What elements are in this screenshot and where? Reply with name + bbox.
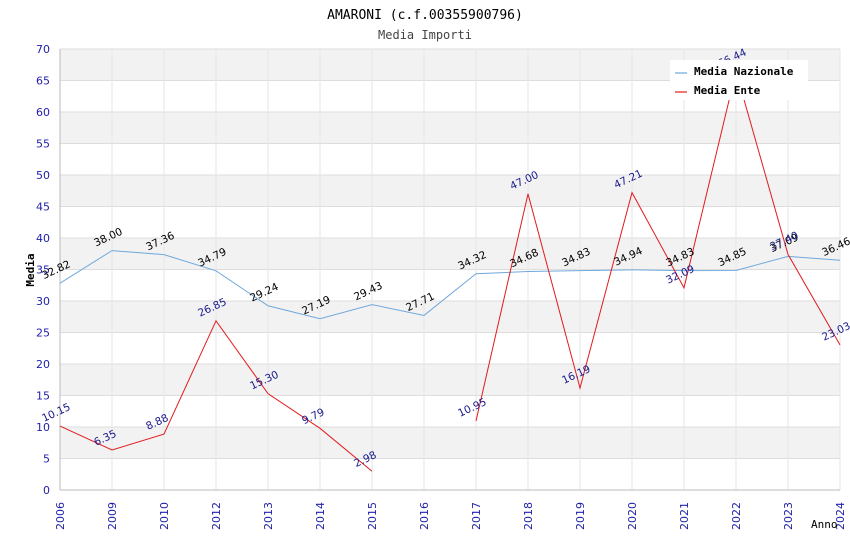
series-line-media-ente: [59, 319, 373, 472]
x-tick-label: 2014: [314, 502, 327, 530]
x-tick-label: 2016: [418, 502, 431, 530]
x-tick-label: 2022: [730, 502, 743, 530]
x-tick-label: 2012: [210, 502, 223, 530]
y-axis-ticks: 0 5 10 15 20 25 30 35 40 45 50 55 60 65 70: [36, 43, 50, 497]
x-tick-label: 2010: [158, 502, 171, 530]
x-tick-label: 2023: [782, 502, 795, 530]
chart-title: AMARONI (c.f.00355900796): [327, 8, 523, 23]
x-tick-label: 2024: [834, 502, 847, 530]
x-tick-label: 2020: [626, 502, 639, 530]
legend-label-media-ente: Media Ente: [694, 84, 761, 97]
legend-label-media-nazionale: Media Nazionale: [694, 65, 794, 78]
chart-subtitle: Media Importi: [378, 28, 472, 42]
grid-band: [60, 143, 840, 175]
grid-band: [60, 364, 840, 396]
grid-bands: [60, 49, 840, 490]
grid-band: [60, 301, 840, 333]
grid-band: [60, 332, 840, 364]
x-tick-label: 2021: [678, 502, 691, 530]
y-tick-label: 25: [36, 327, 50, 340]
y-tick-label: 0: [43, 484, 50, 497]
y-tick-label: 15: [36, 390, 50, 403]
grid-band: [60, 175, 840, 207]
y-tick-label: 45: [36, 201, 50, 214]
grid-band: [60, 238, 840, 270]
x-axis-ticks: 2006 2009 2010 2012 2013 2014 2015 2016 2017 2018…: [54, 502, 847, 530]
x-tick-label: 2015: [366, 502, 379, 530]
y-tick-label: 65: [36, 75, 50, 88]
grid-band: [60, 112, 840, 144]
axes: [59, 49, 840, 491]
series-line-media-nazionale: [59, 250, 841, 320]
y-tick-label: 30: [36, 295, 50, 308]
legend: Media Nazionale Media Ente: [670, 60, 808, 100]
x-tick-label: 2009: [106, 502, 119, 530]
y-tick-label: 70: [36, 43, 50, 56]
x-tick-label: 2013: [262, 502, 275, 530]
y-tick-label: 5: [43, 453, 50, 466]
series-line-media-ente: [475, 69, 841, 422]
grid-band: [60, 269, 840, 301]
legend-box: [670, 60, 808, 100]
grid-band: [60, 458, 840, 490]
grid-band: [60, 395, 840, 427]
y-tick-label: 20: [36, 358, 50, 371]
y-tick-label: 40: [36, 232, 50, 245]
x-tick-label: 2019: [574, 502, 587, 530]
x-tick-label: 2017: [470, 502, 483, 530]
grid-lines: [59, 48, 841, 491]
y-tick-label: 50: [36, 169, 50, 182]
x-tick-label: 2018: [522, 502, 535, 530]
grid-band: [60, 206, 840, 238]
y-tick-label: 60: [36, 106, 50, 119]
y-tick-label: 35: [36, 264, 50, 277]
y-tick-label: 10: [36, 421, 50, 434]
x-axis-label: Anno: [811, 518, 838, 531]
series-lines: [59, 69, 841, 472]
grid-band: [60, 427, 840, 459]
y-axis-label: Media: [24, 253, 37, 286]
x-tick-label: 2006: [54, 502, 67, 530]
y-tick-label: 55: [36, 138, 50, 151]
